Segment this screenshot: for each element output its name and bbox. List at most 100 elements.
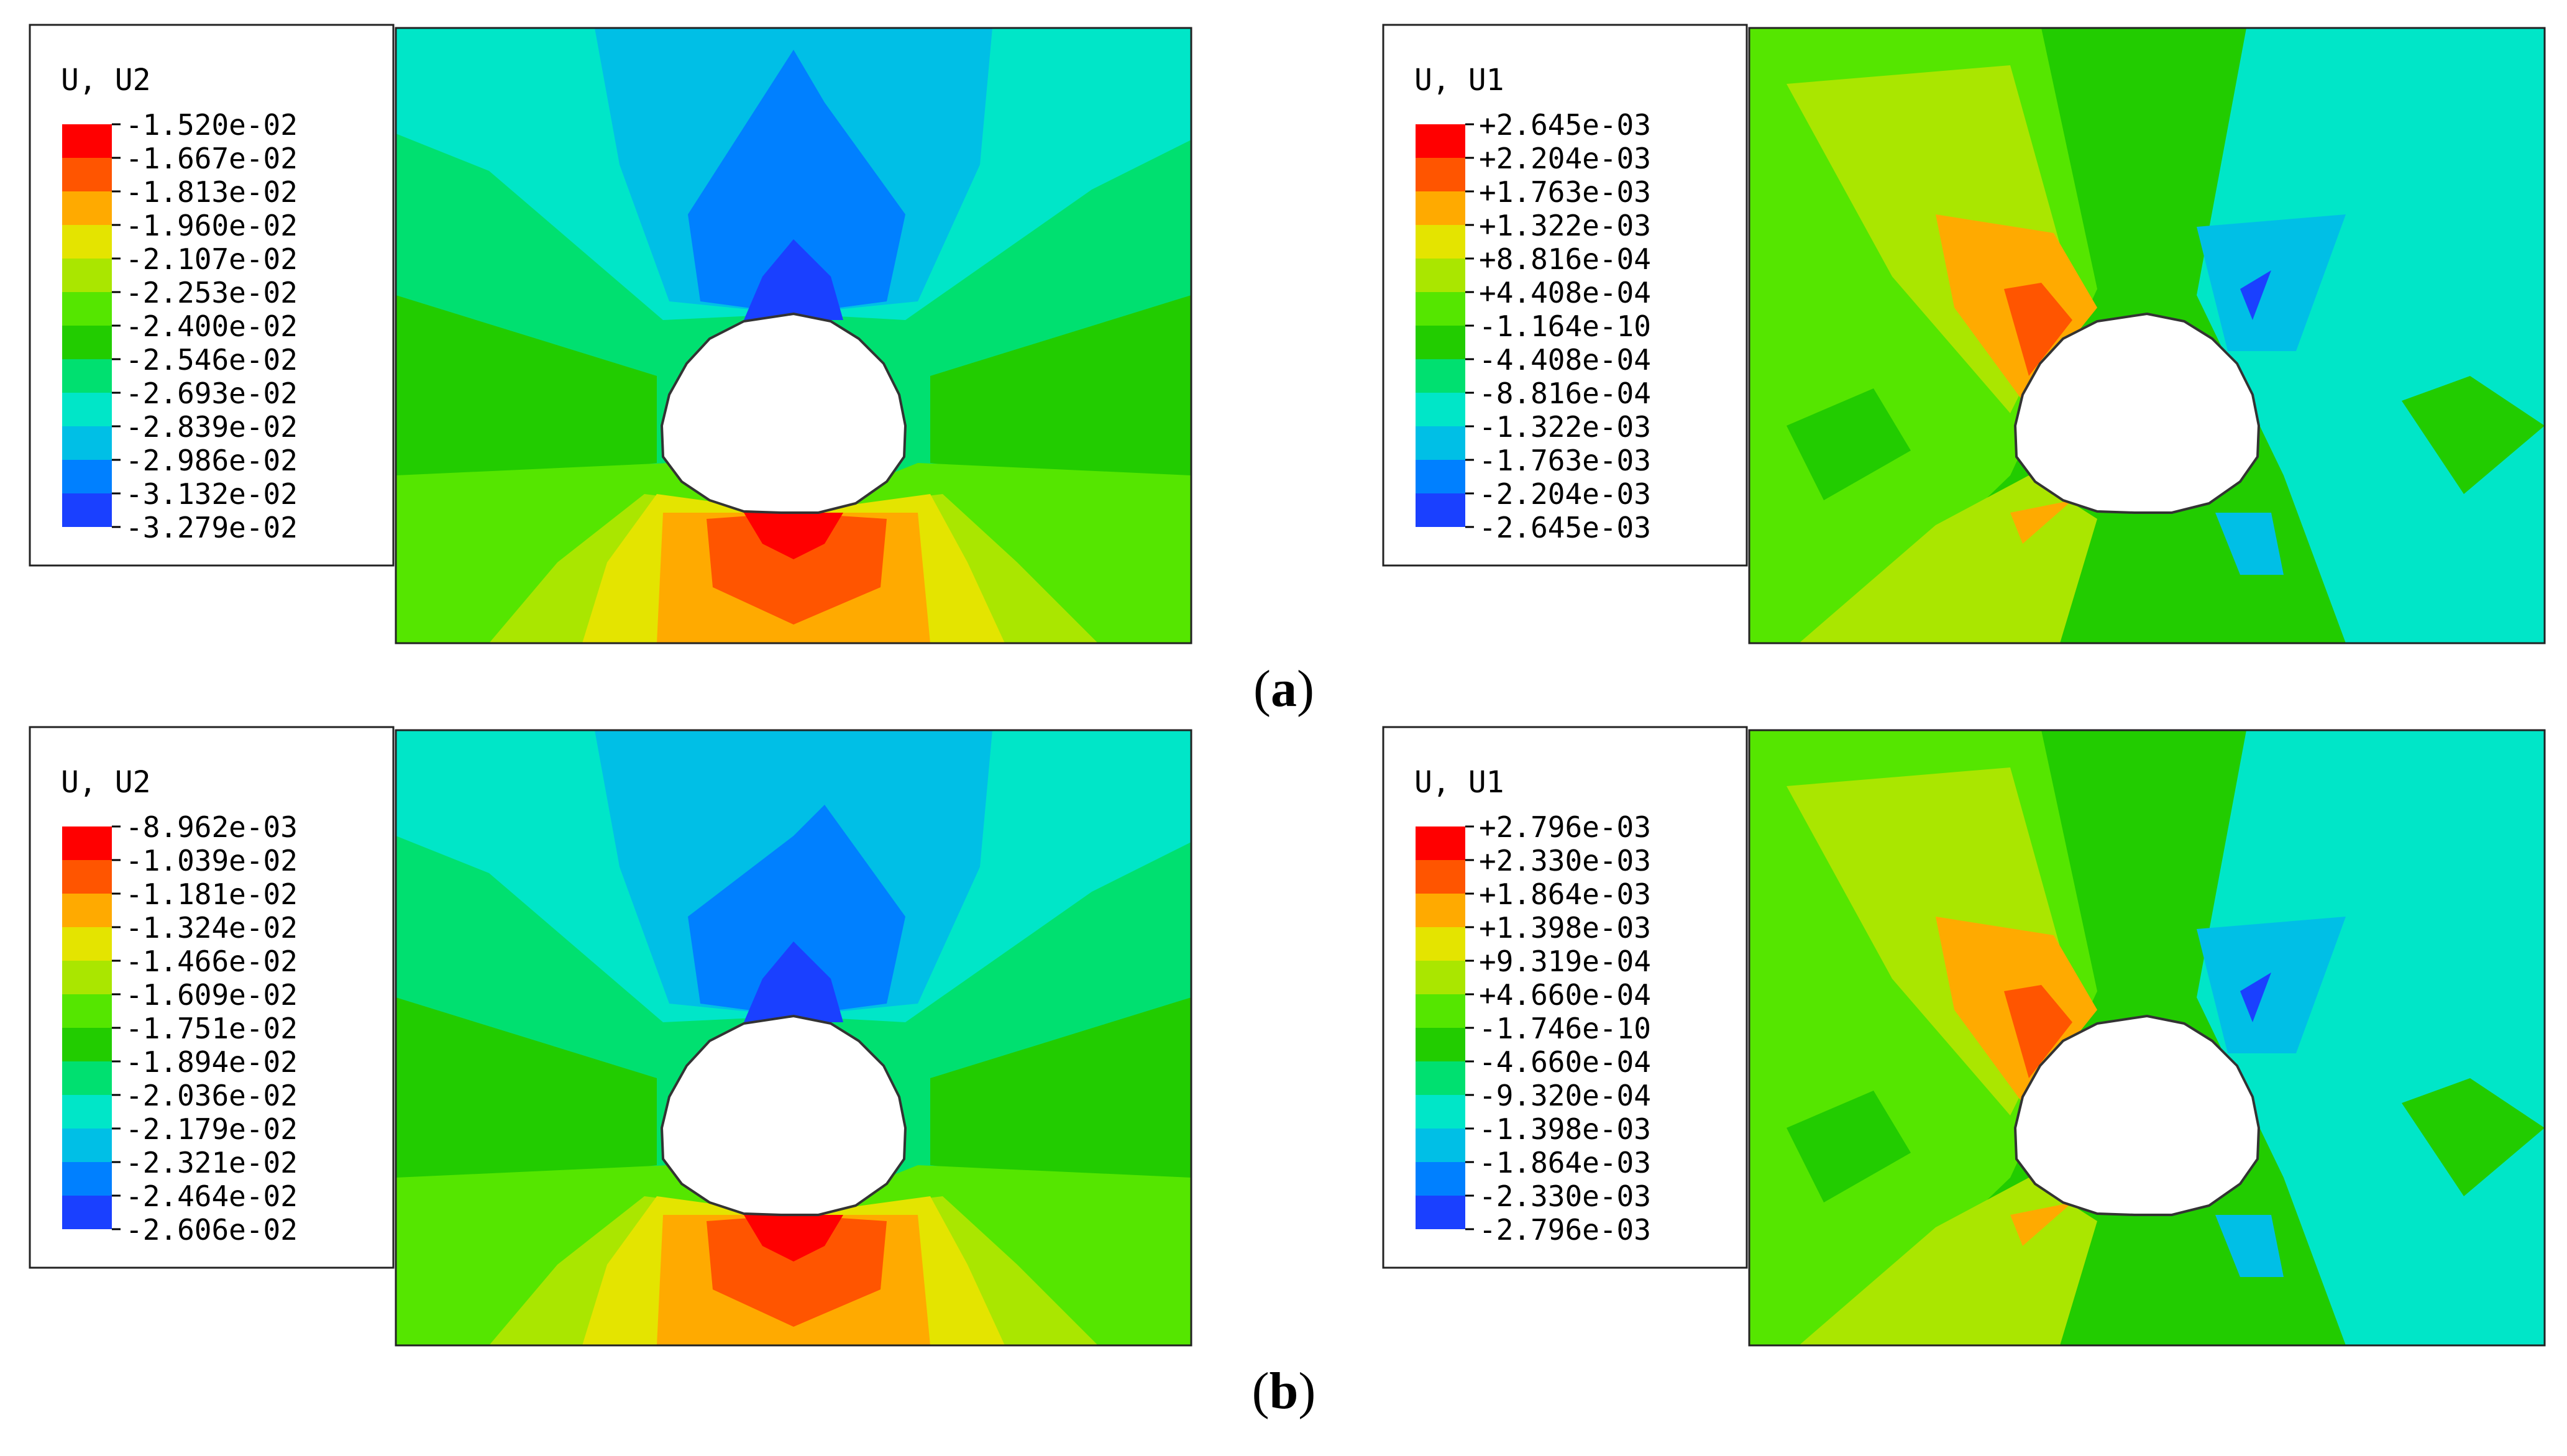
- contour-band: [1787, 388, 1911, 500]
- legend-color-swatch: [62, 292, 112, 326]
- legend-color-swatch: [62, 1028, 112, 1061]
- legend-color-swatch: [1416, 994, 1465, 1028]
- legend-tick-label: -2.400e-02: [126, 309, 298, 343]
- legend-tick-label: -1.763e-03: [1479, 444, 1651, 477]
- contour-band: [2215, 1215, 2284, 1277]
- legend-tick-label: -1.164e-10: [1479, 309, 1651, 343]
- contour-band: [2215, 513, 2284, 575]
- legend-tick-label: +2.330e-03: [1479, 844, 1651, 877]
- legend-tick-label: -1.751e-02: [126, 1012, 298, 1045]
- legend-tick-label: -2.253e-02: [126, 276, 298, 309]
- legend-tick-label: +1.398e-03: [1479, 911, 1651, 945]
- contour-band: [2197, 730, 2545, 1345]
- legend-color-swatch: [1416, 460, 1465, 493]
- legend-color-swatch: [62, 894, 112, 927]
- legend-tick-label: -1.324e-02: [126, 911, 298, 945]
- legend-color-swatch: [1416, 961, 1465, 994]
- caption-b-letter: b: [1269, 1362, 1299, 1420]
- legend-color-swatch: [1416, 826, 1465, 860]
- legend-tick-label: +1.322e-03: [1479, 209, 1651, 242]
- contour-field: [396, 730, 1191, 1345]
- legend-tick-label: +9.319e-04: [1479, 945, 1651, 978]
- legend-tick-label: -2.464e-02: [126, 1179, 298, 1213]
- tunnel-cavity: [660, 1014, 907, 1216]
- legend-color-swatch: [1416, 393, 1465, 426]
- legend-tick-label: -2.645e-03: [1479, 511, 1651, 544]
- legend-color-swatch: [1416, 1129, 1465, 1162]
- legend-tick-label: -4.660e-04: [1479, 1045, 1651, 1079]
- tunnel-cavity: [660, 312, 907, 514]
- contour-field: [1749, 28, 2545, 643]
- legend-tick-label: -1.746e-10: [1479, 1012, 1651, 1045]
- contour-band: [2402, 376, 2545, 494]
- legend-color-swatch: [62, 860, 112, 894]
- contour-band: [2004, 985, 2072, 1078]
- legend-tick-label: -2.839e-02: [126, 410, 298, 444]
- legend-tick-label: -2.693e-02: [126, 377, 298, 410]
- legend-tick-label: -2.204e-03: [1479, 477, 1651, 511]
- contour-band: [2010, 1202, 2072, 1246]
- contour-band: [2402, 1078, 2545, 1196]
- tunnel-cavity: [2013, 312, 2261, 514]
- legend-tick-label: +2.645e-03: [1479, 108, 1651, 142]
- legend-color-swatch: [1416, 426, 1465, 460]
- legend-tick-label: -2.330e-03: [1479, 1179, 1651, 1213]
- legend-color-swatch: [62, 191, 112, 225]
- legend-tick-label: +1.763e-03: [1479, 175, 1651, 209]
- legend-color-swatch: [62, 1196, 112, 1229]
- legend-color-swatch: [1416, 927, 1465, 961]
- contour-band: [2197, 28, 2545, 643]
- contour-plot-a-u2: U, U2 -1.520e-02-1.667e-02-1.813e-02-1.96…: [29, 24, 1192, 644]
- legend-tick-label: +2.204e-03: [1479, 142, 1651, 175]
- contour-band: [396, 997, 657, 1196]
- contour-band: [744, 239, 843, 320]
- contour-band: [688, 805, 905, 1016]
- contour-band: [2240, 973, 2271, 1022]
- legend-tick-label: -2.606e-02: [126, 1213, 298, 1247]
- legend-color-swatch: [62, 994, 112, 1028]
- legend-tick-label: -8.816e-04: [1479, 377, 1651, 410]
- mesh-border: [395, 729, 1192, 1347]
- legend-tick-label: -4.408e-04: [1479, 343, 1651, 377]
- legend-color-swatch: [62, 1061, 112, 1095]
- legend-tick-label: -1.322e-03: [1479, 410, 1651, 444]
- legend-tick-label: -2.546e-02: [126, 343, 298, 377]
- legend-color-swatch: [62, 493, 112, 527]
- legend-color-swatch: [62, 826, 112, 860]
- legend-color-swatch: [62, 393, 112, 426]
- tunnel-cavity: [2013, 1014, 2261, 1216]
- legend-tick-label: -3.279e-02: [126, 511, 298, 544]
- legend-title: U, U1: [1414, 765, 1504, 800]
- contour-plot-b-u1: U, U1 +2.796e-03+2.330e-03+1.864e-03+1.39…: [1382, 726, 2546, 1347]
- legend-color-swatch: [1416, 292, 1465, 326]
- legend-tick-label: -1.894e-02: [126, 1045, 298, 1079]
- legend-tick-label: -2.986e-02: [126, 444, 298, 477]
- contour-band: [707, 1215, 887, 1327]
- legend-tick-label: -3.132e-02: [126, 477, 298, 511]
- legend-tick-label: -1.398e-03: [1479, 1112, 1651, 1146]
- legend-color-swatch: [62, 927, 112, 961]
- legend-tick-label: -8.962e-03: [126, 810, 298, 844]
- contour-band: [2004, 283, 2072, 376]
- contour-band: [930, 997, 1191, 1196]
- contour-band: [2197, 917, 2346, 1053]
- legend-color-swatch: [62, 460, 112, 493]
- legend-title: U, U1: [1414, 63, 1504, 98]
- contour-field: [396, 28, 1191, 643]
- legend-color-swatch: [1416, 1095, 1465, 1129]
- legend-color-swatch: [62, 961, 112, 994]
- contour-band: [744, 1215, 843, 1261]
- legend-color-swatch: [1416, 860, 1465, 894]
- legend-color-swatch: [1416, 493, 1465, 527]
- contour-band: [930, 295, 1191, 494]
- legend-color-swatch: [62, 124, 112, 158]
- legend-color-swatch: [1416, 259, 1465, 292]
- legend-tick-label: -1.667e-02: [126, 142, 298, 175]
- legend-color-swatch: [1416, 326, 1465, 359]
- legend-tick-label: -1.609e-02: [126, 978, 298, 1012]
- legend-color-swatch: [1416, 1196, 1465, 1229]
- contour-plot-a-u1: U, U1 +2.645e-03+2.204e-03+1.763e-03+1.32…: [1382, 24, 2546, 644]
- mesh-border: [1748, 27, 2546, 644]
- legend-tick-label: -1.864e-03: [1479, 1146, 1651, 1179]
